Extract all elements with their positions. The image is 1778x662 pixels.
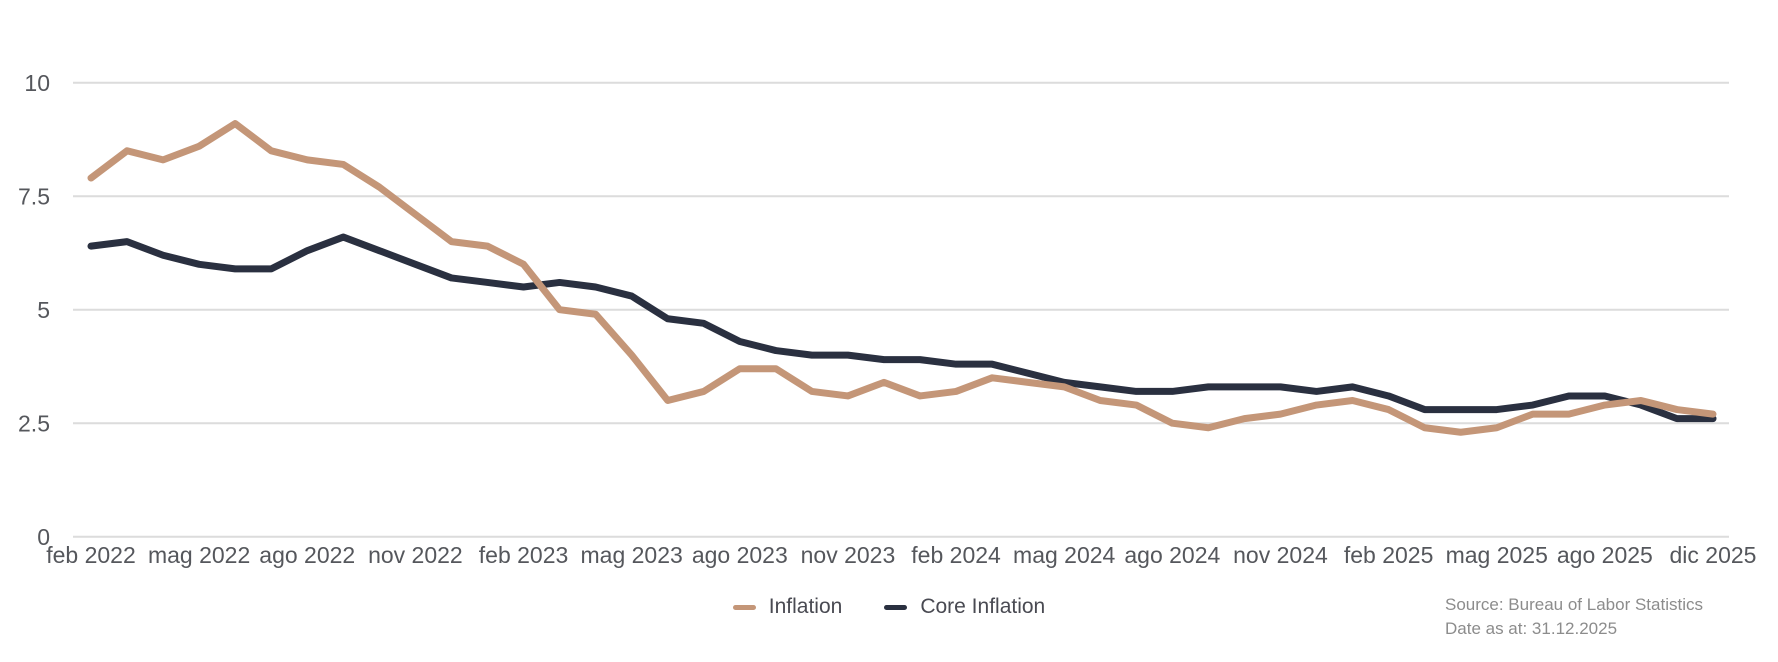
- source-text: Source: Bureau of Labor Statistics: [1445, 595, 1703, 614]
- inflation-line-swatch-icon: [732, 604, 756, 610]
- x-axis-tick-label: ago 2024: [1124, 542, 1220, 568]
- x-axis-tick-label: ago 2022: [259, 542, 355, 568]
- x-axis-tick-label: feb 2022: [46, 542, 136, 568]
- x-axis-tick-label: nov 2023: [801, 542, 896, 568]
- x-axis-tick-label: mag 2023: [581, 542, 683, 568]
- x-axis-tick-label: feb 2023: [479, 542, 569, 568]
- source-note: Source: Bureau of Labor Statistics Date …: [1445, 593, 1703, 641]
- core-inflation-line-swatch-icon: [884, 604, 908, 610]
- x-axis-tick-label: mag 2022: [148, 542, 250, 568]
- legend-item-inflation[interactable]: Inflation: [732, 595, 843, 619]
- x-axis-tick-label: nov 2022: [368, 542, 463, 568]
- series-line-core-inflation: [87, 233, 1717, 423]
- x-axis-tick-label: feb 2025: [1344, 542, 1434, 568]
- y-axis-tick-label: 2.5: [18, 411, 50, 437]
- x-axis-tick-label: ago 2025: [1557, 542, 1653, 568]
- y-axis-tick-label: 0: [37, 524, 50, 550]
- date-as-at-text: Date as at: 31.12.2025: [1445, 619, 1618, 638]
- y-axis-tick-label: 10: [24, 70, 50, 96]
- x-axis-tick-label: mag 2024: [1013, 542, 1116, 568]
- legend-label-inflation: Inflation: [768, 595, 843, 618]
- x-axis-tick-label: dic 2025: [1670, 542, 1757, 568]
- x-axis-tick-label: mag 2025: [1446, 542, 1548, 568]
- legend-item-core-inflation[interactable]: Core Inflation: [884, 595, 1045, 619]
- x-axis-tick-label: nov 2024: [1233, 542, 1328, 568]
- y-axis-tick-label: 7.5: [18, 184, 50, 210]
- x-axis-tick-label: ago 2023: [692, 542, 788, 568]
- chart-legend: Inflation Core Inflation: [0, 595, 1778, 619]
- x-axis-tick-label: feb 2024: [911, 542, 1001, 568]
- y-axis-tick-label: 5: [37, 297, 50, 323]
- series-line-inflation: [87, 120, 1717, 436]
- legend-label-core-inflation: Core Inflation: [920, 595, 1046, 618]
